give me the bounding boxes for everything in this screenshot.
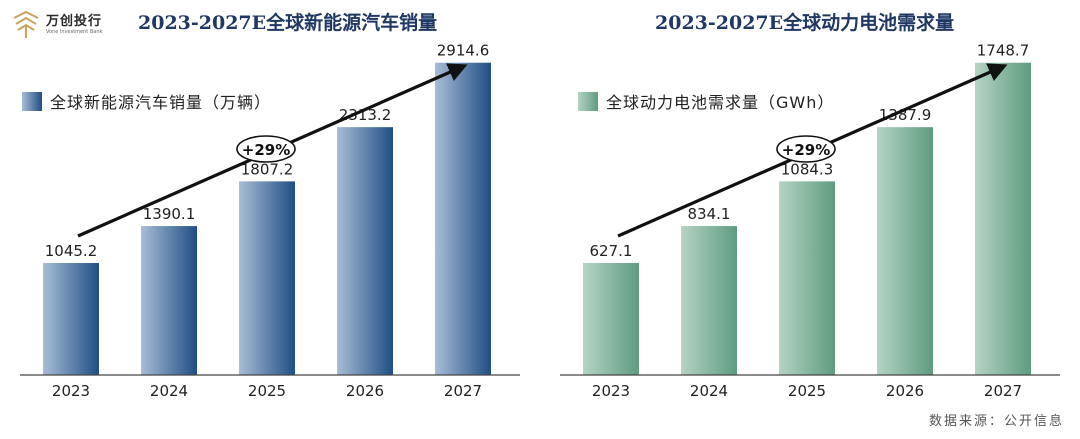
x-tick-label-2023: 2023 xyxy=(592,382,630,400)
cagr-ellipse xyxy=(236,135,296,163)
brand-logo: 万创投行 Vone Investment Bank xyxy=(10,8,120,42)
value-label-2024: 1390.1 xyxy=(143,205,196,223)
cagr-label: +29% xyxy=(782,141,830,159)
legend-text-right: 全球动力电池需求量（GWh） xyxy=(606,93,835,112)
bar-2026 xyxy=(877,127,933,376)
chart-right: 627.1 2023 834.1 2024 1084.3 2025 1387.9 2026 17… xyxy=(560,42,1060,400)
cagr-ellipse xyxy=(776,135,836,163)
legend-text-left: 全球新能源汽车销量（万辆） xyxy=(50,93,272,112)
x-tick-label-2025: 2025 xyxy=(788,382,826,400)
bar-2024 xyxy=(141,226,197,375)
logo-name: 万创投行 xyxy=(46,14,103,29)
x-tick-label-2023: 2023 xyxy=(52,382,90,400)
logo-mark-icon xyxy=(13,10,39,38)
legend-left: 全球新能源汽车销量（万辆） xyxy=(22,89,271,113)
bar-2025 xyxy=(239,181,295,375)
chart-title-right: 2023-2027E全球动力电池需求量 xyxy=(655,12,955,34)
x-tick-label-2027: 2027 xyxy=(444,382,482,400)
legend-swatch-right xyxy=(578,91,598,111)
value-label-2026: 2313.2 xyxy=(339,106,392,124)
bar-2026 xyxy=(337,127,393,376)
value-label-2023: 1045.2 xyxy=(45,242,98,260)
value-label-2023: 627.1 xyxy=(590,242,633,260)
chart-left: 1045.2 2023 1390.1 2024 1807.2 2025 2313.2 2026… xyxy=(20,42,520,400)
x-tick-label-2026: 2026 xyxy=(346,382,384,400)
bar-2023 xyxy=(43,263,99,375)
x-tick-label-2024: 2024 xyxy=(150,382,188,400)
value-label-2027: 2914.6 xyxy=(437,42,490,60)
x-tick-label-2025: 2025 xyxy=(248,382,286,400)
x-tick-label-2026: 2026 xyxy=(886,382,924,400)
bar-2025 xyxy=(779,181,835,375)
legend-swatch-left xyxy=(22,91,42,111)
value-label-2027: 1748.7 xyxy=(977,42,1030,60)
bar-2023 xyxy=(583,263,639,375)
bar-2027 xyxy=(975,62,1031,375)
data-source-note: 数据来源：公开信息 xyxy=(928,414,1064,429)
chart-title-left: 2023-2027E全球新能源汽车销量 xyxy=(138,12,438,34)
bar-2027 xyxy=(435,62,491,375)
x-tick-label-2027: 2027 xyxy=(984,382,1022,400)
legend-right: 全球动力电池需求量（GWh） xyxy=(578,89,834,113)
value-label-2026: 1387.9 xyxy=(879,106,932,124)
x-tick-label-2024: 2024 xyxy=(690,382,728,400)
bar-2024 xyxy=(681,226,737,375)
logo-subtitle: Vone Investment Bank xyxy=(46,29,103,35)
value-label-2024: 834.1 xyxy=(688,205,731,223)
value-label-2025: 1084.3 xyxy=(781,160,834,178)
value-label-2025: 1807.2 xyxy=(241,160,294,178)
cagr-label: +29% xyxy=(242,141,290,159)
